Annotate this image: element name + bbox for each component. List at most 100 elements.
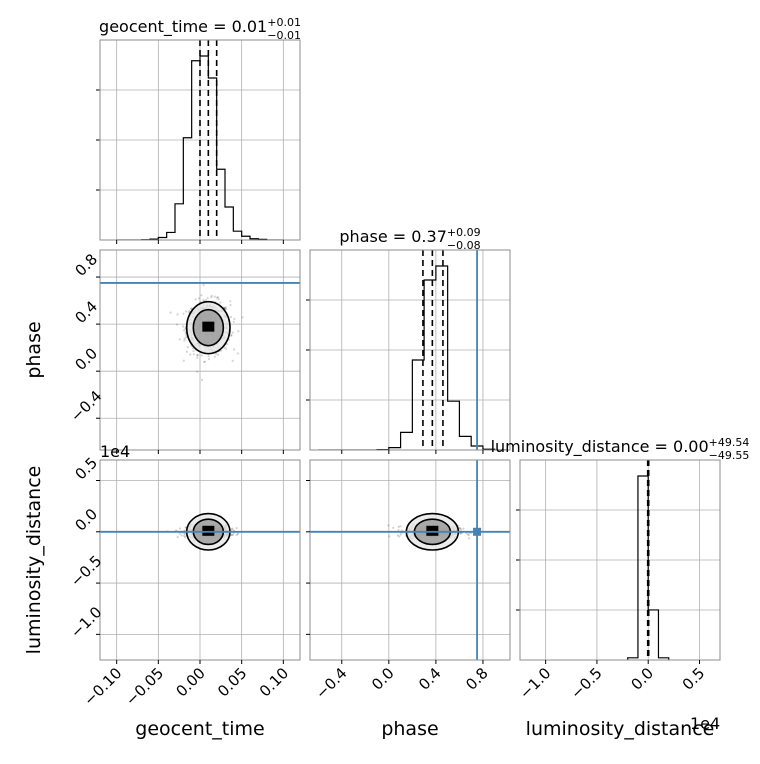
sample-point	[188, 310, 191, 313]
injection-marker	[473, 527, 482, 536]
sample-point	[236, 532, 239, 536]
title-geocent_time: geocent_time = 0.01+0.01 −0.01	[99, 16, 301, 42]
sample-point	[184, 526, 187, 529]
x-axis-label: phase	[381, 718, 438, 740]
sample-point	[235, 527, 238, 530]
sample-point	[217, 353, 220, 356]
sample-point	[219, 301, 222, 304]
sample-point	[458, 527, 461, 530]
sample-point	[397, 525, 400, 529]
sample-point	[233, 348, 236, 351]
x-tick-label: 0.4	[415, 664, 445, 694]
sample-point	[186, 346, 189, 349]
x-axis-label: geocent_time	[135, 718, 264, 740]
sample-point	[217, 298, 220, 301]
density-peak	[202, 525, 215, 536]
sample-point	[183, 339, 186, 342]
sample-point	[210, 294, 213, 297]
sample-point	[185, 350, 188, 353]
sample-point	[178, 527, 182, 530]
sample-point	[466, 533, 469, 536]
sample-point	[183, 329, 186, 332]
x-tick-label: 0.0	[627, 664, 657, 694]
sample-point	[235, 534, 238, 537]
title-main: luminosity_distance = 0.00	[491, 437, 709, 457]
sample-point	[236, 352, 239, 355]
sample-point	[230, 533, 233, 537]
sample-point	[231, 527, 234, 530]
sample-point	[468, 537, 471, 540]
density-peak	[426, 525, 439, 536]
sample-point	[229, 315, 232, 319]
sample-point	[226, 343, 229, 346]
sample-point	[184, 310, 188, 313]
sample-point	[237, 330, 240, 333]
panel-geocent_time-geocent_time	[96, 39, 301, 244]
y-axis-label: phase	[23, 321, 45, 378]
sample-point	[462, 527, 465, 530]
title-main: phase = 0.37	[339, 227, 446, 246]
sample-point	[187, 311, 190, 314]
y-tick-label: 0.0	[71, 344, 101, 374]
sample-point	[176, 313, 179, 316]
sample-point	[230, 533, 233, 536]
sample-point	[229, 300, 232, 303]
sample-point	[184, 536, 187, 539]
x-tick-label: −1.0	[516, 664, 554, 702]
panel-frame	[309, 249, 511, 451]
title-minus: −49.55	[709, 449, 750, 462]
sample-point	[182, 312, 185, 315]
sample-point	[203, 360, 207, 363]
sample-point	[397, 529, 400, 532]
x-tick-label: −0.10	[80, 664, 125, 709]
sample-point	[392, 526, 395, 530]
sample-point	[233, 317, 236, 320]
sample-point	[178, 532, 181, 535]
histogram-phase	[318, 265, 507, 450]
sample-point	[196, 354, 199, 357]
sample-point	[182, 359, 185, 362]
sample-point	[398, 535, 401, 538]
x-tick-label: −0.5	[567, 664, 605, 702]
sample-point	[231, 359, 234, 362]
sample-point	[200, 354, 203, 357]
sample-point	[396, 534, 399, 537]
sample-point	[191, 347, 195, 350]
sample-point	[230, 528, 233, 531]
sample-point	[399, 525, 402, 528]
y-tick-label: 0.5	[71, 454, 101, 484]
y-tick-label: 0.8	[71, 250, 101, 280]
sample-point	[183, 532, 187, 535]
y-offset-text: 1e4	[100, 442, 130, 461]
sample-point	[216, 296, 219, 299]
sample-point	[197, 297, 201, 300]
panel-content	[310, 250, 510, 450]
sample-point	[183, 337, 186, 340]
title-minus: −0.08	[447, 239, 481, 252]
sample-point	[224, 306, 227, 309]
panel-frame	[519, 459, 721, 661]
sample-point	[225, 308, 228, 311]
sample-point	[230, 334, 233, 337]
panel-luminosity_distance-phase	[306, 459, 511, 664]
sample-point	[207, 358, 211, 361]
sample-point	[201, 378, 204, 381]
x-tick-label: 0.10	[256, 664, 292, 700]
panel-frame	[309, 459, 511, 661]
x-tick-label: −0.4	[312, 664, 350, 702]
sample-point	[467, 533, 470, 537]
sample-point	[192, 350, 195, 353]
sample-point	[214, 352, 218, 355]
x-axis-label: luminosity_distance	[526, 718, 715, 740]
sample-point	[216, 296, 220, 299]
title-main: geocent_time = 0.01	[99, 17, 267, 37]
sample-point	[204, 299, 207, 302]
sample-point	[196, 356, 199, 359]
sample-point	[178, 338, 181, 341]
y-tick-label: 0.4	[71, 297, 101, 327]
sample-point	[241, 316, 244, 319]
x-tick-label: 0.05	[214, 664, 250, 700]
panel-content	[310, 460, 510, 660]
